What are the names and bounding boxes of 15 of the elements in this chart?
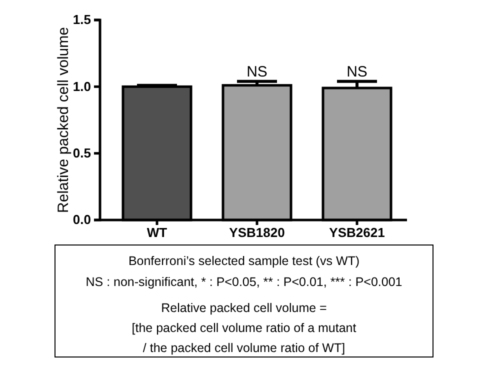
y-tick-label: 1.0 <box>72 78 91 94</box>
text: / the packed cell volume ratio of WT] <box>142 341 346 355</box>
x-tick-label: WT <box>146 225 168 240</box>
annotation: NS <box>346 63 368 80</box>
text: NS : non-significant, * : P<0.05, ** : P<0.01, *** : P<0.001 <box>86 275 402 289</box>
annotation: NS <box>246 63 268 80</box>
text: [the packed cell volume ratio of a mutant <box>132 321 357 335</box>
y-tick-label: 0.5 <box>72 145 91 160</box>
x-tick-label: YSB2621 <box>329 225 385 240</box>
text: Relative packed cell volume = <box>161 301 327 315</box>
text: Bonferroni’s selected sample test (vs WT) <box>128 254 360 268</box>
y-tick-label: 1.5 <box>72 12 91 28</box>
y-tick-label: 0.0 <box>72 212 91 228</box>
y-axis-title: Relative packed cell volume <box>55 27 72 213</box>
x-tick-label: YSB1820 <box>229 225 285 240</box>
